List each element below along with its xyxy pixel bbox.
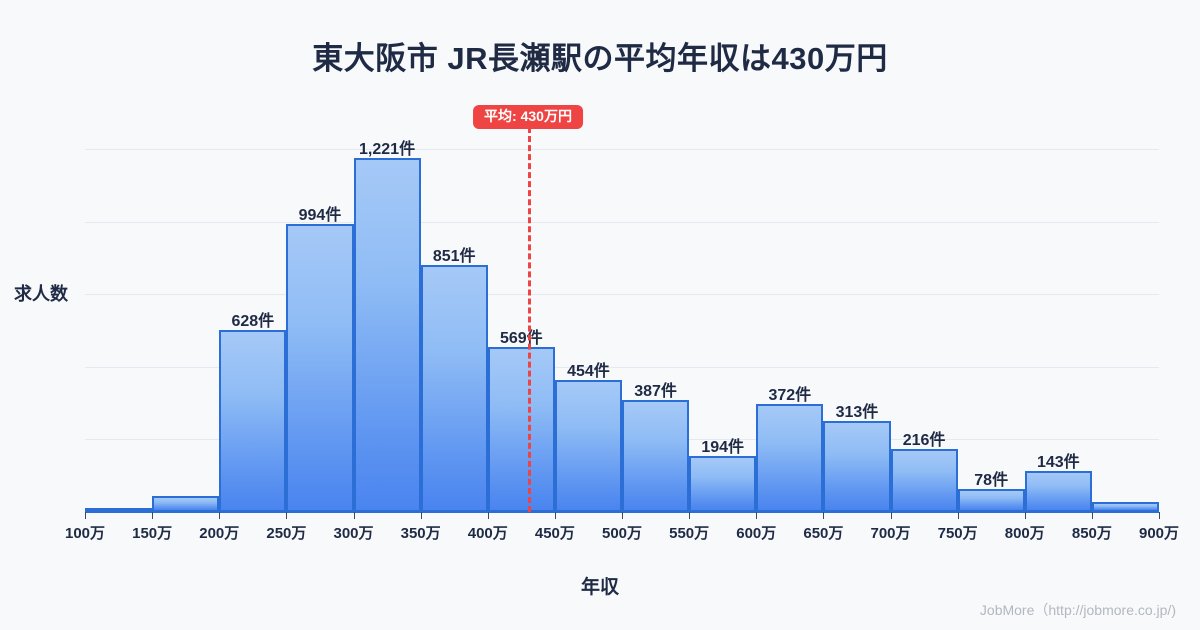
bar: [152, 496, 220, 512]
bar: [1091, 501, 1159, 512]
bar: [487, 346, 555, 512]
x-tick-label: 100万: [64, 525, 106, 542]
x-tick-mark: [957, 512, 959, 519]
bar: [890, 449, 958, 512]
x-tick-mark: [1091, 512, 1093, 519]
bar: [286, 223, 354, 512]
x-tick-mark: [622, 512, 623, 519]
x-tick-mark: [756, 512, 758, 519]
bar: [353, 157, 421, 512]
x-tick-label: 700万: [870, 525, 911, 542]
gridline: [85, 221, 1159, 223]
bar: [689, 455, 757, 512]
bar: [823, 421, 891, 512]
bar: [219, 329, 287, 512]
bar-value-label: 143件: [1036, 453, 1080, 471]
x-tick-label: 400万: [467, 525, 508, 542]
bar: [554, 380, 622, 512]
x-tick-mark: [890, 512, 892, 519]
x-tick-mark: [823, 512, 825, 519]
bar-value-label: 372件: [768, 387, 812, 405]
chart-title: 東大阪市 JR長瀬駅の平均年収は430万円: [312, 41, 888, 76]
bars-layer: [85, 97, 1159, 512]
bar: [1024, 470, 1092, 512]
x-tick-label: 450万: [534, 525, 575, 542]
x-tick-mark: [286, 512, 288, 519]
x-axis-title: 年収: [580, 577, 619, 598]
average-line: [528, 118, 532, 512]
average-badge: 平均: 430万円: [473, 105, 583, 130]
x-tick-mark: [85, 512, 86, 519]
x-tick-mark: [1159, 512, 1160, 519]
bar-value-label: 387件: [634, 382, 677, 400]
x-tick-label: 200万: [199, 525, 240, 542]
x-tick-mark: [487, 512, 489, 519]
x-tick-label: 350万: [400, 525, 441, 542]
x-tick-label: 800万: [1004, 525, 1045, 542]
bar-value-label: 313件: [835, 404, 879, 422]
gridline: [85, 294, 1159, 296]
x-tick-mark: [152, 512, 154, 519]
x-tick-mark: [554, 512, 556, 519]
x-tick-label: 250万: [266, 525, 307, 542]
gridline: [85, 366, 1159, 368]
bar-value-label: 194件: [701, 438, 745, 456]
x-tick-label: 600万: [736, 525, 777, 542]
x-tick-mark: [219, 512, 221, 519]
x-tick-label: 850万: [1071, 525, 1112, 542]
bar: [957, 489, 1025, 512]
x-tick-label: 550万: [669, 525, 710, 542]
x-tick-label: 500万: [601, 525, 643, 542]
bar-value-label: 994件: [298, 206, 342, 224]
x-tick-label: 750万: [937, 525, 978, 542]
x-tick-mark: [689, 512, 691, 519]
footer-watermark: JobMore（http://jobmore.co.jp/): [979, 602, 1176, 618]
bar-value-label: 851件: [432, 248, 476, 266]
gridline: [85, 149, 1159, 151]
y-axis-title: 求人数: [14, 284, 68, 304]
x-tick-mark: [420, 512, 422, 519]
bar-value-label: 216件: [902, 432, 946, 450]
bar-value-label: 628件: [231, 312, 275, 330]
x-tick-mark: [1024, 512, 1026, 519]
bar: [420, 265, 488, 512]
x-tick-label: 300万: [333, 525, 374, 542]
bar: [756, 404, 824, 512]
bar-value-label: 569件: [499, 329, 543, 347]
bar-value-label: 78件: [974, 472, 1009, 490]
bar: [622, 399, 690, 512]
bar-value-label: 1,221件: [359, 140, 416, 158]
x-tick-label: 900万: [1138, 525, 1180, 542]
x-tick-label: 650万: [803, 525, 844, 542]
x-tick-label: 150万: [132, 525, 173, 542]
x-tick-mark: [353, 512, 355, 519]
bar-value-label: 454件: [567, 363, 610, 381]
